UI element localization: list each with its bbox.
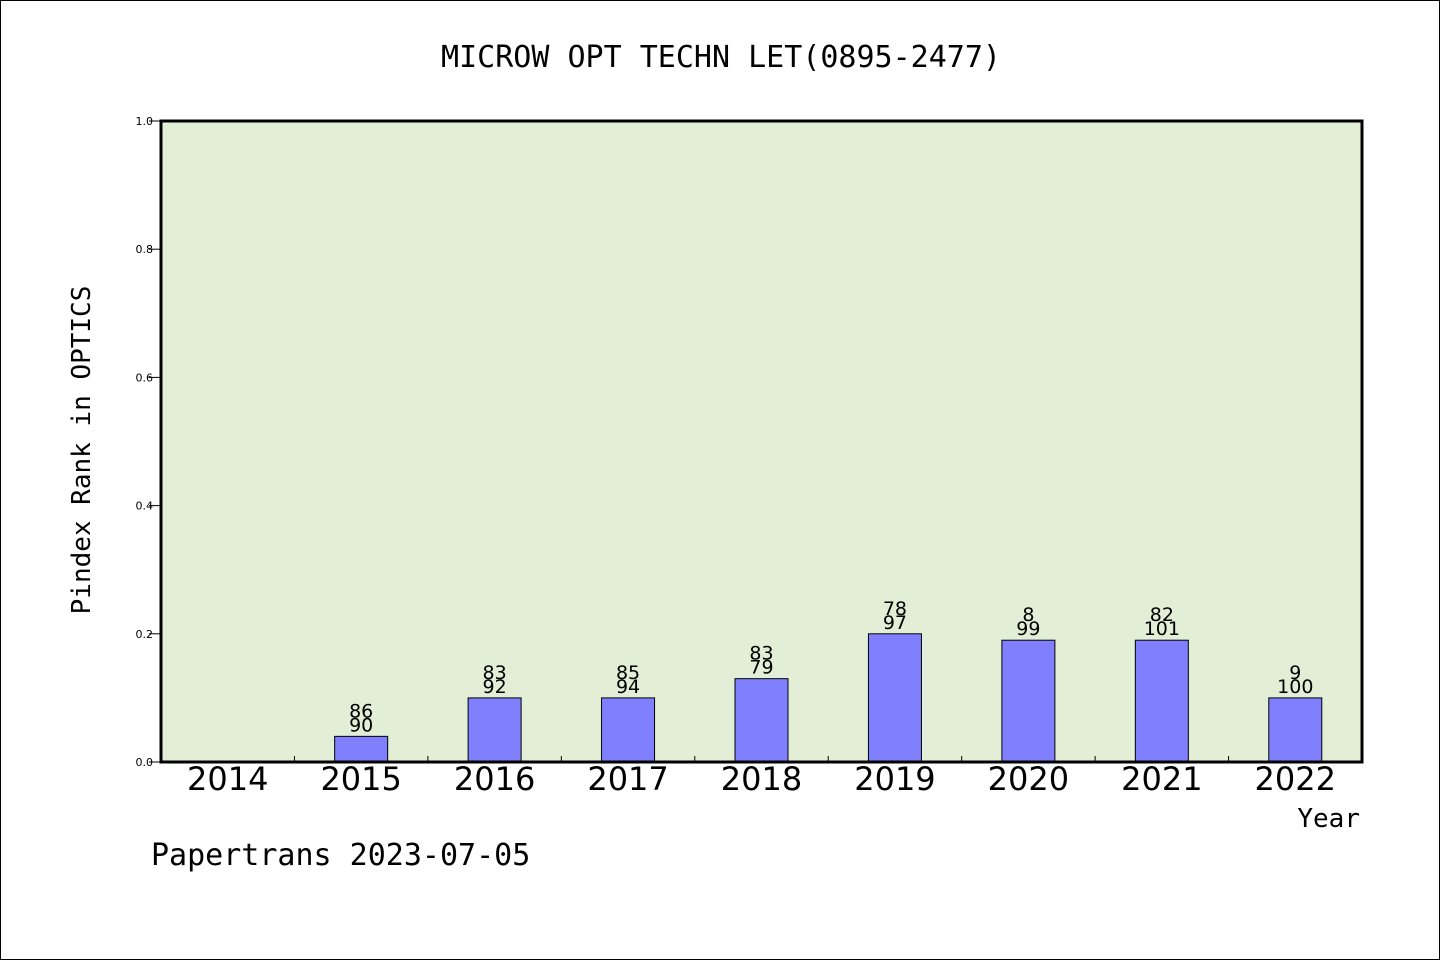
bar-label-bottom: 99 — [1016, 618, 1040, 640]
x-tick-label: 2016 — [454, 760, 535, 798]
y-axis: 0.0 0.2 0.4 0.6 0.8 1.0 — [136, 115, 161, 769]
bar — [467, 697, 522, 763]
bar-label-bottom: 100 — [1277, 676, 1313, 698]
bar-label-top: 85 — [616, 662, 640, 684]
x-tick-label: 2015 — [320, 760, 401, 798]
bar — [601, 697, 656, 763]
y-tick-label: 0.2 — [136, 628, 154, 641]
plot-border — [159, 119, 1364, 764]
bar-label-bottom: 79 — [749, 657, 773, 679]
bar — [867, 633, 922, 763]
x-tick-label: 2020 — [988, 760, 1069, 798]
x-tick-label: 2018 — [721, 760, 802, 798]
bar-label-top: 82 — [1150, 604, 1174, 626]
bar-label-top: 83 — [483, 662, 507, 684]
bar-label-bottom: 101 — [1144, 618, 1180, 640]
bar — [734, 678, 789, 763]
bar-label-top: 86 — [349, 700, 373, 722]
bar-label-top: 8 — [1022, 604, 1034, 626]
bar — [1268, 697, 1323, 763]
bar-label-bottom: 90 — [349, 714, 373, 736]
y-tick-label: 0.8 — [136, 243, 154, 256]
bar — [1001, 639, 1056, 763]
footer-text: Papertrans 2023-07-05 — [151, 838, 530, 873]
bar — [1134, 639, 1189, 763]
y-tick-label: 0.6 — [136, 371, 154, 384]
bar-label-top: 78 — [883, 598, 907, 620]
chart-title: MICROW OPT TECHN LET(0895-2477) — [441, 40, 1001, 75]
bar — [334, 735, 389, 763]
y-tick-label: 1.0 — [136, 115, 154, 128]
bar-label-top: 83 — [749, 643, 773, 665]
bar-label-bottom: 94 — [616, 676, 640, 698]
x-tick-label: 2014 — [187, 760, 268, 798]
x-axis-label: Year — [1297, 804, 1360, 834]
bar-label-bottom: 92 — [483, 676, 507, 698]
bar-label-bottom: 97 — [883, 612, 907, 634]
x-tick-label: 2021 — [1121, 760, 1202, 798]
x-axis: 2014 2015 2016 2017 2018 2019 2020 2021 2022 — [187, 756, 1336, 798]
bar-label-top: 9 — [1289, 662, 1301, 684]
x-tick-label: 2017 — [587, 760, 668, 798]
y-tick-label: 0.4 — [136, 500, 154, 513]
y-axis-label: Pindex Rank in OPTICS — [67, 286, 97, 615]
x-tick-label: 2022 — [1255, 760, 1336, 798]
y-tick-label: 0.0 — [136, 756, 154, 769]
x-tick-label: 2019 — [854, 760, 935, 798]
